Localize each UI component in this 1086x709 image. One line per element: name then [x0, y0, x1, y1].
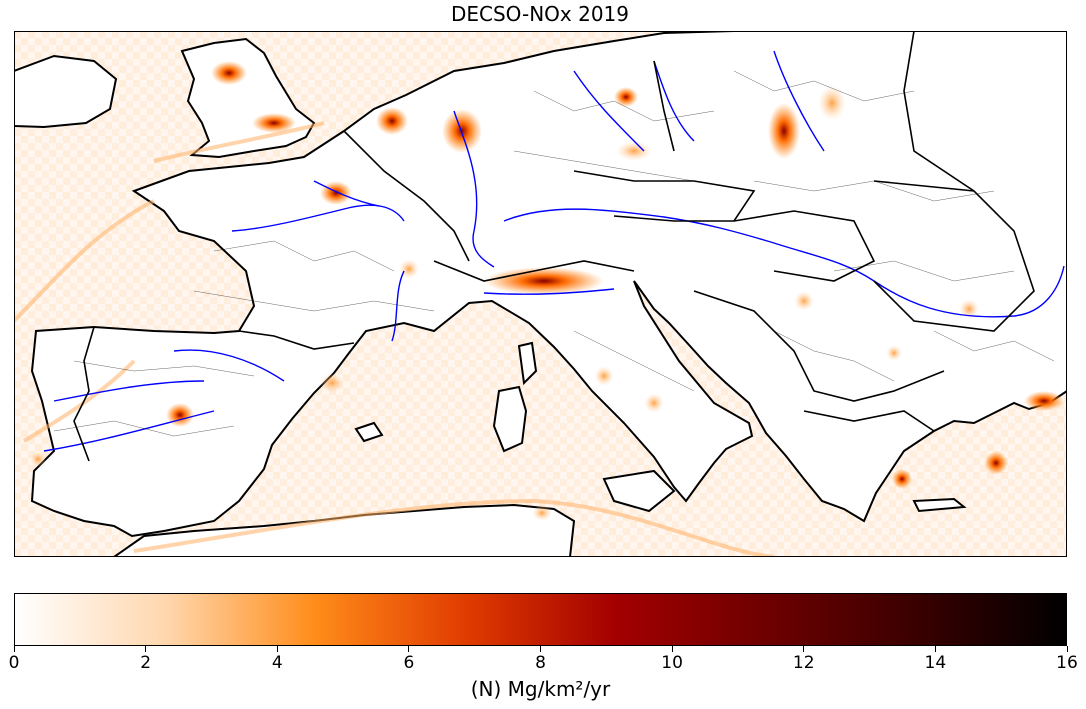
ship-track-biscay	[22, 359, 136, 443]
hotspot-po-valley	[484, 267, 604, 295]
river-seine	[313, 180, 380, 207]
ship-track-channel	[153, 121, 325, 163]
chart-title: DECSO-NOx 2019	[450, 2, 629, 26]
colorbar-tick	[803, 646, 805, 652]
hotspot-lisbon	[30, 451, 46, 467]
border-alps	[433, 260, 635, 282]
ireland	[14, 54, 118, 129]
hotspot-paris	[320, 181, 352, 205]
hotspot-athens	[892, 469, 912, 489]
hotspot-tunis	[532, 505, 552, 521]
hotspot-sofia	[886, 345, 902, 361]
river-elbe	[573, 70, 645, 152]
border-ukraine	[903, 31, 975, 192]
national-borders	[73, 31, 1035, 462]
hotspot-berlin	[614, 87, 638, 107]
ship-track-med	[133, 498, 775, 557]
rivers	[43, 50, 1065, 452]
colorbar-tick-label: 0	[8, 653, 20, 673]
hotspot-manchester	[211, 61, 247, 85]
hotspot-ruhr	[442, 109, 482, 153]
colorbar-tick-label: 4	[271, 653, 283, 673]
river-rhone	[391, 270, 405, 342]
mallorca	[354, 421, 384, 443]
colorbar-tick-label: 6	[403, 653, 415, 673]
colorbar-tick-label: 8	[535, 653, 546, 673]
ship-track-atlantic	[14, 199, 155, 323]
hotspot-lyon	[399, 259, 419, 279]
border-hungary	[733, 210, 876, 282]
hotspot-upper-silesia	[768, 103, 800, 159]
colorbar-tick	[934, 646, 936, 652]
emission-map	[14, 31, 1067, 557]
river-tagus	[43, 410, 215, 452]
river-ebro	[173, 349, 285, 382]
hotspot-madrid	[166, 403, 194, 427]
colorbar-tick-label: 14	[924, 653, 947, 673]
colorbar-tick	[540, 646, 541, 652]
north-africa	[112, 503, 576, 557]
border-france-germany	[343, 130, 470, 262]
hotspot-naples	[644, 393, 664, 413]
hotspot-randstad	[376, 107, 408, 135]
crete	[912, 497, 967, 513]
colorbar-tick-label: 2	[140, 653, 152, 673]
colorbar-tick-label: 10	[661, 653, 683, 673]
river-douro	[53, 380, 205, 402]
border-france-spain	[238, 330, 355, 350]
river-po	[483, 288, 615, 295]
map-frame	[14, 31, 1067, 557]
shipping-lanes	[14, 121, 775, 557]
river-rhine	[453, 110, 495, 268]
river-loire	[231, 204, 405, 232]
emission-hotspots	[30, 61, 1064, 521]
hotspot-izmir	[984, 451, 1008, 475]
colorbar-tick	[671, 646, 673, 652]
border-greece	[803, 410, 935, 432]
colorbar	[14, 593, 1067, 646]
colorbar-tick	[408, 646, 410, 652]
colorbar-label: (N) Mg/km²/yr	[470, 677, 611, 701]
border-czech	[573, 170, 756, 222]
border-balkans	[693, 290, 945, 402]
river-vistula	[773, 50, 825, 152]
hotspot-barcelona	[320, 373, 344, 393]
sicily	[602, 469, 676, 513]
border-spain-portugal	[73, 326, 95, 462]
hotspot-serbia	[794, 291, 814, 311]
colorbar-tick	[1066, 646, 1068, 652]
river-danube	[503, 208, 1065, 318]
colorbar-tick-label: 12	[792, 653, 815, 673]
sardinia	[492, 385, 528, 453]
corsica	[517, 341, 538, 386]
hotspot-rome	[594, 366, 614, 386]
hotspot-istanbul	[1024, 391, 1064, 411]
hotspot-warsaw	[818, 85, 846, 121]
hotspot-bohemia	[616, 141, 652, 161]
border-germany-poland	[653, 60, 675, 152]
hotspot-bucharest	[959, 299, 979, 319]
colorbar-tick	[13, 646, 15, 652]
colorbar-tick	[145, 646, 147, 652]
colorbar-tick-label: 16	[1056, 653, 1078, 673]
river-oder	[653, 60, 695, 142]
colorbar-tick	[276, 646, 278, 652]
hotspot-london	[252, 113, 296, 133]
